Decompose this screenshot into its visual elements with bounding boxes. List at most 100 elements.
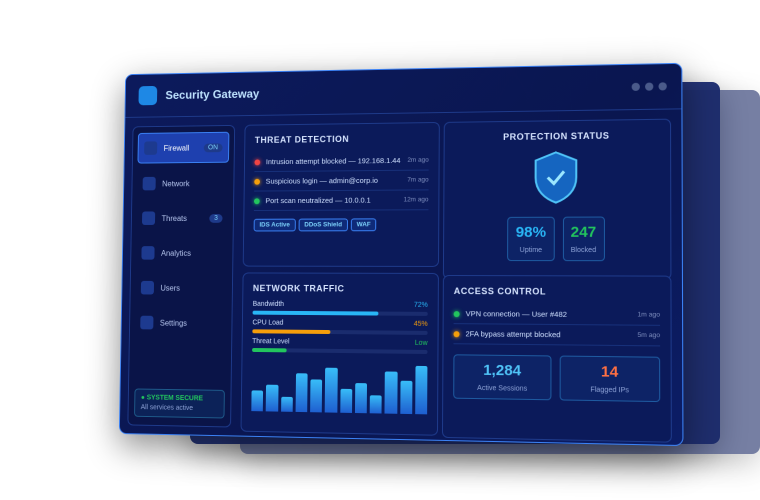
traffic-bar (295, 373, 308, 413)
stats: 1,284 Active Sessions 14 Flagged IPs (453, 354, 661, 403)
nav-icon (140, 280, 155, 295)
meter-name: Bandwidth (252, 300, 285, 308)
traffic-bar (265, 384, 279, 412)
stats: 98% Uptime 247 Blocked (454, 216, 660, 262)
header: Security Gateway (125, 63, 682, 118)
stat-value: 1,284 (483, 361, 522, 380)
event-row: Port scan neutralized — 10.0.0.1 12m ago (253, 190, 429, 212)
status-dot (254, 178, 261, 185)
stat-box: 1,284 Active Sessions (453, 354, 552, 401)
meter-header: CPU Load 45% (252, 320, 427, 328)
traffic-bar (384, 371, 398, 414)
event-row: 2FA bypass attempt blocked 5m ago (453, 324, 661, 347)
tags: IDS Active DDoS Shield WAF (253, 210, 429, 232)
traffic-bar (324, 367, 338, 413)
stat-box: 247 Blocked (562, 216, 605, 262)
sidebar: Firewall ON Network Threats 3 Analytics Users S… (127, 124, 236, 428)
meter-track (252, 348, 428, 354)
card-title: ACCESS CONTROL (453, 286, 547, 297)
nav-icon (141, 246, 155, 260)
card-title: THREAT DETECTION (254, 134, 350, 145)
shield-icon (530, 149, 581, 206)
stat-label: Active Sessions (477, 384, 528, 393)
app-title: Security Gateway (165, 86, 260, 103)
event-row: VPN connection — User #482 1m ago (453, 304, 661, 326)
status-dot (453, 310, 460, 317)
nav-icon (144, 141, 158, 155)
nav-item[interactable]: Threats 3 (136, 203, 228, 232)
dashboard: Security Gateway Firewall ON Network Threat… (118, 62, 684, 447)
card-title: NETWORK TRAFFIC (252, 283, 345, 294)
traffic-card: NETWORK TRAFFIC Bandwidth 72% CPU Load 45% Th… (240, 272, 439, 436)
status-title: SYSTEM SECURE (146, 394, 204, 403)
card-title: PROTECTION STATUS (503, 130, 610, 142)
tag: IDS Active (253, 218, 296, 232)
meter-track (252, 310, 428, 316)
nav-icon (142, 176, 156, 191)
stat-value: 247 (570, 223, 597, 241)
event-row: Intrusion attempt blocked — 192.168.1.44… (254, 150, 429, 173)
tag: WAF (350, 218, 377, 232)
control[interactable] (631, 82, 640, 91)
control[interactable] (645, 82, 654, 91)
logo (138, 85, 158, 106)
tag: DDoS Shield (298, 218, 348, 232)
nav-icon (141, 211, 156, 225)
event-text: VPN connection — User #482 (465, 309, 567, 319)
status-dot (253, 197, 260, 204)
event-text: 2FA bypass attempt blocked (465, 329, 561, 340)
nav-label: Users (160, 283, 181, 293)
nav-label: Firewall (163, 143, 190, 153)
stat-label: Flagged IPs (590, 386, 630, 395)
meter-fill (252, 329, 331, 335)
event-time: 1m ago (637, 311, 661, 319)
meter-header: Threat Level Low (252, 338, 427, 347)
nav-icon (140, 315, 154, 330)
meter-name: Threat Level (252, 338, 290, 346)
stat-value: 14 (600, 363, 619, 381)
stat-value: 98% (515, 223, 547, 241)
nav-item[interactable]: Settings (134, 308, 226, 338)
event-row: Suspicious login — admin@corp.io 7m ago (254, 170, 429, 192)
nav-label: Threats (161, 213, 187, 223)
traffic-bar (399, 380, 413, 415)
event-time: 7m ago (407, 176, 429, 184)
meter-value: 72% (413, 301, 428, 309)
meter-track (252, 329, 428, 335)
meter-value: 45% (413, 320, 428, 328)
event-text: Suspicious login — admin@corp.io (265, 175, 378, 186)
nav-item[interactable]: Analytics (136, 238, 228, 267)
event-time: 12m ago (403, 196, 429, 204)
access-card: ACCESS CONTROL VPN connection — User #482… (441, 274, 672, 443)
meter-fill (252, 310, 379, 316)
traffic-bar (414, 365, 428, 415)
traffic-bar (339, 388, 353, 413)
traffic-bars (251, 360, 428, 415)
control[interactable] (658, 82, 667, 91)
nav-item[interactable]: Network (137, 168, 229, 198)
traffic-bar (369, 395, 382, 414)
traffic-bar (310, 379, 323, 413)
traffic-bar (354, 383, 368, 414)
meter-value: Low (414, 339, 428, 347)
event-time: 2m ago (407, 156, 429, 164)
nav-item[interactable]: Users (135, 273, 227, 303)
nav-badge: ON (203, 142, 223, 152)
stat-box: 98% Uptime (507, 216, 555, 262)
meter-name: CPU Load (252, 319, 284, 327)
window-controls (631, 82, 667, 91)
threat-card: THREAT DETECTION Intrusion attempt blocke… (242, 121, 440, 267)
meter-header: Bandwidth 72% (253, 301, 428, 309)
stat-label: Blocked (570, 246, 597, 255)
stat-box: 14 Flagged IPs (559, 355, 661, 403)
stat-label: Uptime (519, 246, 543, 255)
nav-label: Settings (159, 318, 188, 328)
nav-label: Analytics (160, 248, 192, 258)
status-text: All services active (140, 404, 194, 412)
status-dot (453, 330, 460, 337)
nav-label: Network (162, 178, 190, 188)
meter-fill (252, 348, 287, 353)
nav-item[interactable]: Firewall ON (137, 131, 230, 164)
event-text: Port scan neutralized — 10.0.0.1 (265, 195, 371, 206)
